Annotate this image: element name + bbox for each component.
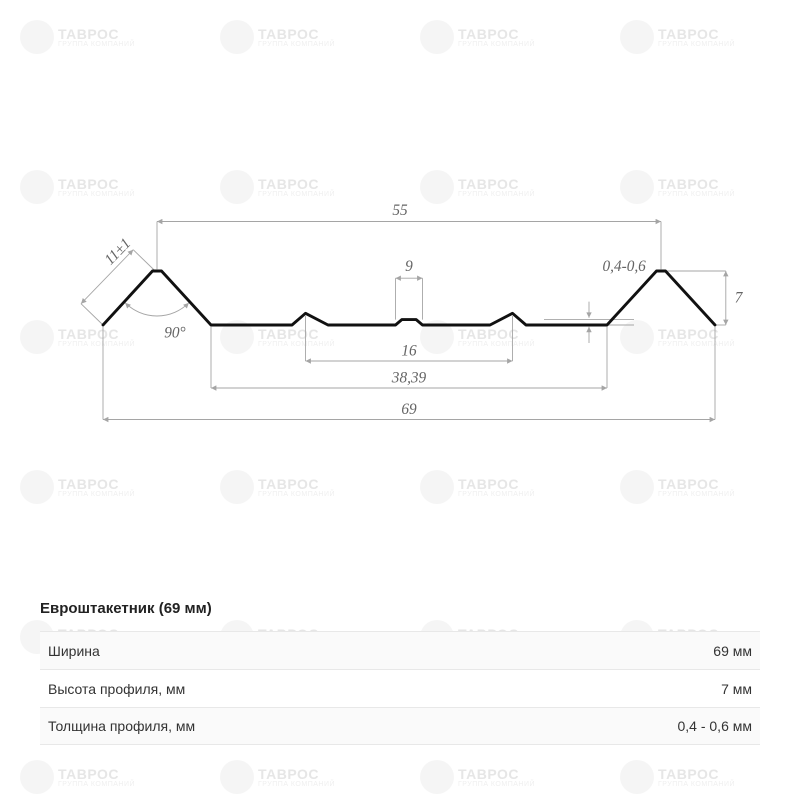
svg-text:11±1: 11±1: [101, 235, 134, 269]
canvas: ТАВРОСГРУППА КОМПАНИЙ ТАВРОСГРУППА КОМПАН…: [0, 0, 800, 800]
spec-value: 7 мм: [721, 681, 760, 697]
spec-row: Ширина 69 мм: [40, 631, 760, 669]
svg-text:7: 7: [735, 290, 744, 307]
watermark: ТАВРОСГРУППА КОМПАНИЙ: [420, 470, 535, 504]
svg-text:0,4-0,6: 0,4-0,6: [603, 258, 647, 275]
watermark: ТАВРОСГРУППА КОМПАНИЙ: [420, 760, 535, 794]
watermark: ТАВРОСГРУППА КОМПАНИЙ: [620, 760, 735, 794]
spec-title: Евроштакетник (69 мм): [40, 600, 760, 617]
svg-text:38,39: 38,39: [391, 370, 427, 387]
profile-outline: [103, 271, 715, 325]
watermark: ТАВРОСГРУППА КОМПАНИЙ: [620, 470, 735, 504]
profile-diagram: 55 11±1 90° 9 0,4-0,6 7 16 38,39 69: [0, 100, 800, 460]
spec-row: Высота профиля, мм 7 мм: [40, 669, 760, 707]
watermark: ТАВРОСГРУППА КОМПАНИЙ: [220, 20, 335, 54]
spec-table: Евроштакетник (69 мм) Ширина 69 мм Высота …: [40, 600, 760, 745]
svg-text:16: 16: [401, 343, 417, 360]
watermark: ТАВРОСГРУППА КОМПАНИЙ: [620, 20, 735, 54]
watermark: ТАВРОСГРУППА КОМПАНИЙ: [20, 470, 135, 504]
spec-row: Толщина профиля, мм 0,4 - 0,6 мм: [40, 707, 760, 745]
spec-value: 0,4 - 0,6 мм: [677, 718, 760, 734]
spec-label: Толщина профиля, мм: [40, 718, 195, 734]
svg-text:69: 69: [401, 401, 417, 418]
spec-label: Ширина: [40, 643, 100, 659]
watermark: ТАВРОСГРУППА КОМПАНИЙ: [20, 20, 135, 54]
svg-text:90°: 90°: [164, 325, 185, 342]
watermark: ТАВРОСГРУППА КОМПАНИЙ: [420, 20, 535, 54]
watermark: ТАВРОСГРУППА КОМПАНИЙ: [220, 760, 335, 794]
svg-text:55: 55: [392, 202, 408, 219]
watermark: ТАВРОСГРУППА КОМПАНИЙ: [220, 470, 335, 504]
watermark: ТАВРОСГРУППА КОМПАНИЙ: [20, 760, 135, 794]
svg-text:9: 9: [405, 258, 413, 275]
spec-value: 69 мм: [713, 643, 760, 659]
spec-label: Высота профиля, мм: [40, 681, 185, 697]
